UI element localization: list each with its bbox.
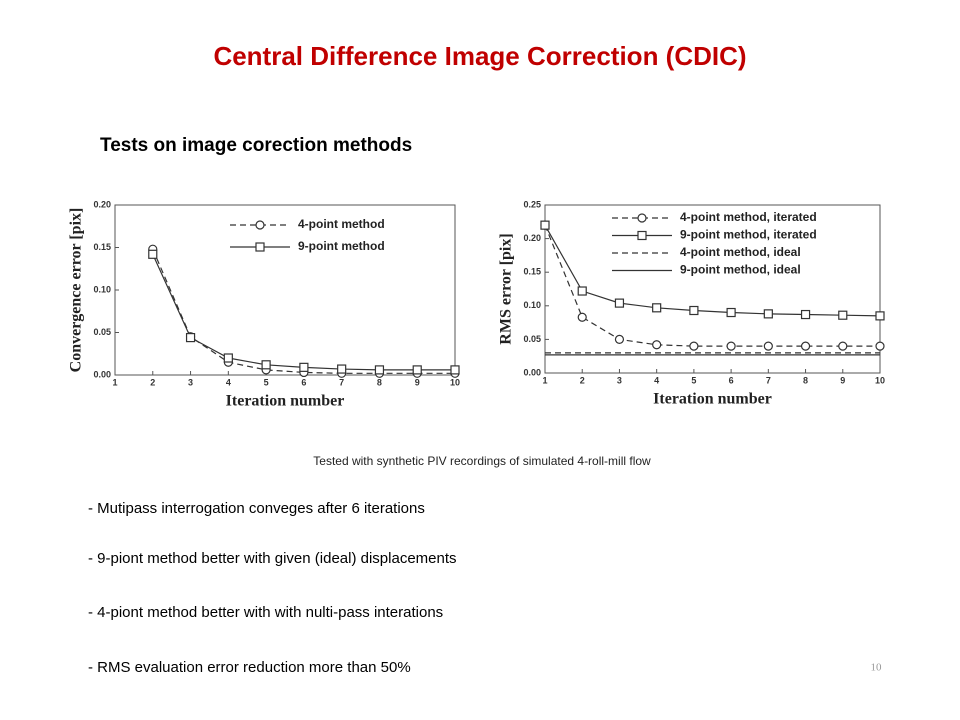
y-tick-label: 0.15 bbox=[523, 267, 541, 277]
slide-title: Central Difference Image Correction (CDI… bbox=[213, 41, 746, 71]
x-tick-label: 10 bbox=[450, 377, 460, 387]
legend-label: 9-point method, ideal bbox=[680, 263, 801, 277]
data-point bbox=[540, 220, 550, 230]
y-tick-label: 0.00 bbox=[93, 369, 111, 379]
data-point bbox=[450, 365, 460, 375]
y-tick-label: 0.20 bbox=[523, 233, 541, 243]
data-point bbox=[577, 286, 587, 296]
data-point bbox=[337, 364, 347, 374]
x-tick-label: 4 bbox=[226, 377, 231, 387]
y-tick-label: 0.05 bbox=[93, 327, 111, 337]
legend-marker bbox=[255, 220, 265, 230]
data-point bbox=[838, 341, 848, 351]
legend-label: 4-point method bbox=[298, 217, 385, 231]
y-tick-label: 0.00 bbox=[523, 367, 541, 377]
data-point bbox=[726, 307, 736, 318]
y-axis-label: Convergence error [pix] bbox=[68, 208, 85, 373]
y-tick-label: 0.10 bbox=[93, 284, 111, 294]
x-axis-label: Iteration number bbox=[653, 391, 772, 408]
data-point bbox=[726, 341, 736, 351]
series-line bbox=[544, 224, 881, 317]
data-point bbox=[800, 309, 811, 320]
x-tick-label: 1 bbox=[542, 375, 547, 385]
data-point bbox=[875, 311, 885, 321]
series-line bbox=[152, 254, 455, 371]
x-tick-label: 8 bbox=[377, 377, 382, 387]
y-tick-label: 0.05 bbox=[523, 334, 541, 344]
x-tick-label: 2 bbox=[150, 377, 155, 387]
x-tick-label: 4 bbox=[654, 375, 659, 385]
data-point bbox=[577, 312, 587, 322]
legend-label: 9-point method bbox=[298, 239, 385, 253]
data-point bbox=[875, 341, 885, 351]
data-point bbox=[185, 333, 196, 343]
bullet: - 9-piont method better with given (idea… bbox=[88, 550, 457, 567]
data-point bbox=[800, 341, 811, 351]
x-tick-label: 3 bbox=[188, 377, 193, 387]
series-line bbox=[544, 224, 880, 347]
legend-marker bbox=[637, 213, 647, 223]
x-tick-label: 7 bbox=[339, 377, 344, 387]
x-tick-label: 5 bbox=[264, 377, 269, 387]
y-tick-label: 0.25 bbox=[523, 199, 541, 209]
x-tick-label: 3 bbox=[617, 375, 622, 385]
bullet: - 4-piont method better with with nulti-… bbox=[88, 604, 443, 621]
data-point bbox=[652, 303, 662, 313]
x-tick-label: 1 bbox=[112, 377, 117, 387]
legend-marker bbox=[255, 242, 265, 252]
y-tick-label: 0.10 bbox=[523, 300, 541, 310]
data-point bbox=[299, 362, 309, 372]
data-point bbox=[412, 365, 422, 375]
x-tick-label: 7 bbox=[766, 375, 771, 385]
caption: Tested with synthetic PIV recordings of … bbox=[313, 454, 651, 468]
data-point bbox=[763, 309, 773, 319]
bullet: - RMS evaluation error reduction more th… bbox=[88, 659, 411, 676]
y-tick-label: 0.20 bbox=[93, 199, 111, 209]
x-tick-label: 9 bbox=[415, 377, 420, 387]
legend-label: 9-point method, iterated bbox=[680, 228, 817, 242]
data-point bbox=[614, 334, 625, 344]
plot-frame bbox=[544, 204, 881, 374]
x-tick-label: 9 bbox=[840, 375, 845, 385]
series-line bbox=[152, 248, 455, 374]
x-tick-label: 2 bbox=[580, 375, 585, 385]
data-point bbox=[838, 310, 848, 320]
x-tick-label: 8 bbox=[803, 375, 808, 385]
data-point bbox=[148, 249, 158, 259]
data-point bbox=[652, 340, 662, 350]
legend-marker bbox=[637, 230, 647, 241]
y-axis-label: RMS error [pix] bbox=[498, 233, 515, 344]
legend-label: 4-point method, ideal bbox=[680, 245, 801, 259]
page-number: 10 bbox=[871, 662, 883, 674]
data-point bbox=[223, 353, 233, 363]
data-point bbox=[689, 305, 699, 316]
x-tick-label: 5 bbox=[691, 375, 696, 385]
subtitle: Tests on image corection methods bbox=[100, 135, 412, 156]
data-point bbox=[689, 341, 699, 351]
legend-label: 4-point method, iterated bbox=[680, 210, 817, 224]
x-tick-label: 6 bbox=[729, 375, 734, 385]
x-tick-label: 10 bbox=[875, 375, 885, 385]
data-point bbox=[261, 360, 271, 370]
x-axis-label: Iteration number bbox=[226, 393, 345, 410]
data-point bbox=[614, 298, 625, 308]
x-tick-label: 6 bbox=[301, 377, 306, 387]
y-tick-label: 0.15 bbox=[93, 242, 111, 252]
data-point bbox=[763, 341, 773, 351]
bullet: - Mutipass interrogation conveges after … bbox=[88, 500, 425, 517]
data-point bbox=[374, 365, 385, 375]
plot-frame bbox=[114, 204, 456, 376]
